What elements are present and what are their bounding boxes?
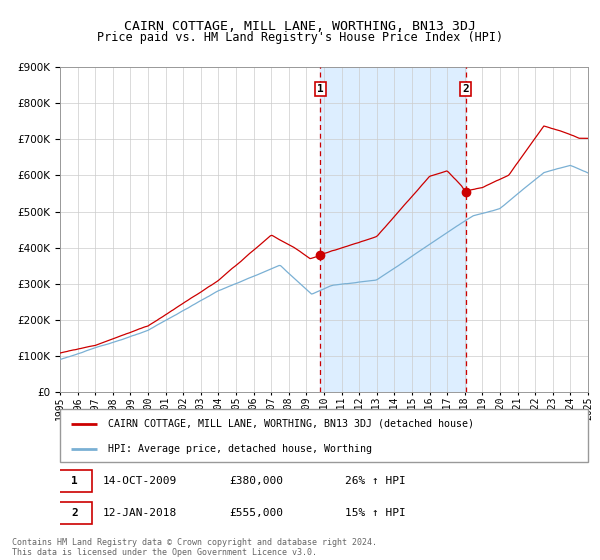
- Text: HPI: Average price, detached house, Worthing: HPI: Average price, detached house, Wort…: [107, 444, 371, 454]
- Text: CAIRN COTTAGE, MILL LANE, WORTHING, BN13 3DJ (detached house): CAIRN COTTAGE, MILL LANE, WORTHING, BN13…: [107, 419, 473, 429]
- Text: 26% ↑ HPI: 26% ↑ HPI: [345, 476, 406, 486]
- Text: £380,000: £380,000: [229, 476, 283, 486]
- Text: Contains HM Land Registry data © Crown copyright and database right 2024.
This d: Contains HM Land Registry data © Crown c…: [12, 538, 377, 557]
- Text: 14-OCT-2009: 14-OCT-2009: [102, 476, 176, 486]
- Text: 1: 1: [317, 84, 323, 94]
- Text: 15% ↑ HPI: 15% ↑ HPI: [345, 508, 406, 518]
- Bar: [320, 67, 466, 392]
- Text: 2: 2: [71, 508, 78, 518]
- FancyBboxPatch shape: [60, 409, 588, 462]
- FancyBboxPatch shape: [58, 470, 92, 492]
- Text: £555,000: £555,000: [229, 508, 283, 518]
- Text: 2: 2: [462, 84, 469, 94]
- Text: Price paid vs. HM Land Registry's House Price Index (HPI): Price paid vs. HM Land Registry's House …: [97, 31, 503, 44]
- Text: 1: 1: [71, 476, 78, 486]
- Text: CAIRN COTTAGE, MILL LANE, WORTHING, BN13 3DJ: CAIRN COTTAGE, MILL LANE, WORTHING, BN13…: [124, 20, 476, 32]
- Text: 12-JAN-2018: 12-JAN-2018: [102, 508, 176, 518]
- FancyBboxPatch shape: [58, 502, 92, 524]
